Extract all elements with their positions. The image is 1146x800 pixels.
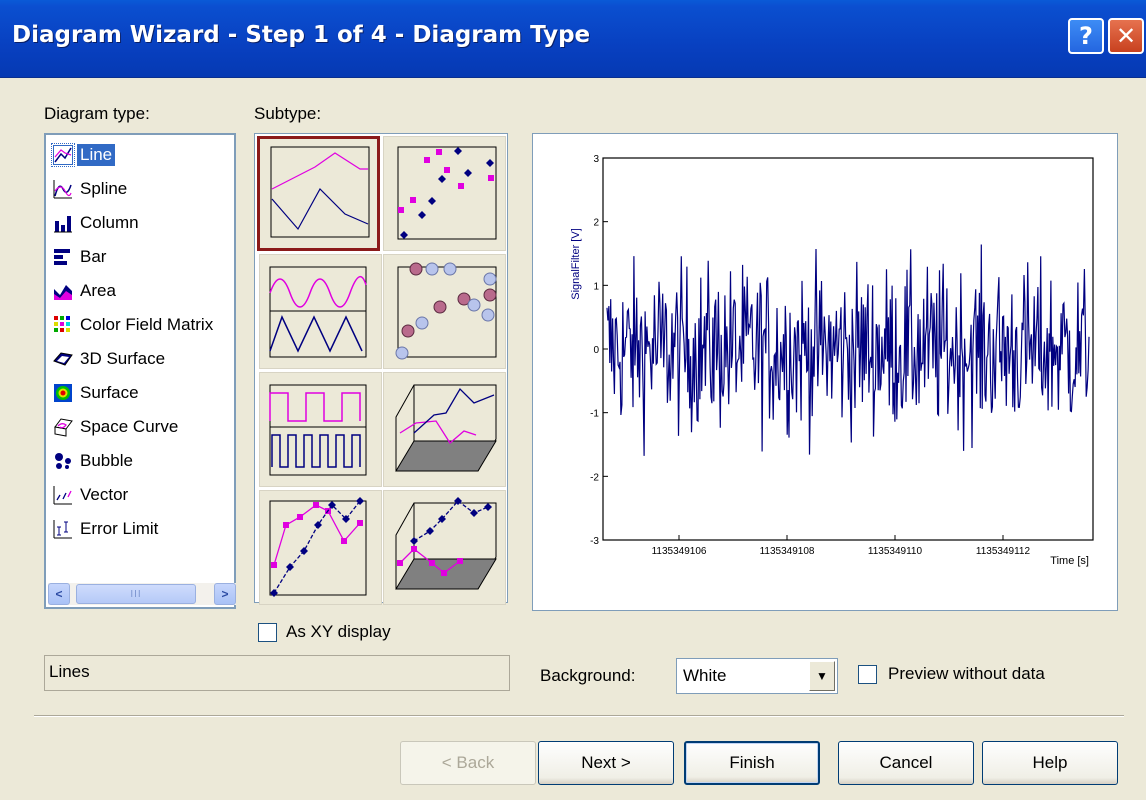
description-text: Lines xyxy=(49,662,90,681)
x-tick-label: 1135349112 xyxy=(976,546,1031,557)
subtype-lines-markers[interactable] xyxy=(259,490,382,605)
x-axis-label: Time [s] xyxy=(1050,555,1089,567)
list-item-label: Error Limit xyxy=(80,519,159,538)
list-item-label: Column xyxy=(80,213,139,232)
chevron-down-icon[interactable]: ▼ xyxy=(809,661,835,691)
background-label: Background: xyxy=(540,666,636,685)
y-tick-label: 3 xyxy=(593,154,599,165)
list-item-label: Color Field Matrix xyxy=(80,315,214,334)
x-tick-label: 1135349110 xyxy=(868,546,923,557)
list-item-label: Area xyxy=(80,281,116,300)
y-axis-label: SignalFilter [V] xyxy=(570,228,582,300)
subtype-split-waves[interactable] xyxy=(259,254,382,369)
preview-without-data-checkbox[interactable] xyxy=(858,665,877,684)
close-button[interactable]: ✕ xyxy=(1108,18,1144,54)
color-matrix-icon xyxy=(52,314,74,336)
list-item-bubble[interactable]: Bubble xyxy=(48,444,236,478)
list-item-area[interactable]: Area xyxy=(48,274,236,308)
area-chart-icon xyxy=(52,280,74,302)
preview-chart: SignalFilter [V] Time [s] 3 2 1 0 -1 -2 -3 113… xyxy=(532,133,1118,611)
list-item-color-field-matrix[interactable]: Color Field Matrix xyxy=(48,308,236,342)
bar-chart-icon xyxy=(52,246,74,268)
cancel-button[interactable]: Cancel xyxy=(838,741,974,785)
diagram-type-label: Diagram type: xyxy=(44,104,150,123)
y-tick-label: -2 xyxy=(590,472,599,483)
diagram-type-list[interactable]: Line Spline Column Bar Area Col xyxy=(44,133,236,609)
background-value: White xyxy=(683,666,727,685)
list-item-label: 3D Surface xyxy=(80,349,166,368)
list-item-error-limit[interactable]: Error Limit xyxy=(48,512,236,546)
list-item-label: Bubble xyxy=(80,451,133,470)
subtype-circles[interactable] xyxy=(383,254,506,369)
help-title-button[interactable]: ? xyxy=(1068,18,1104,54)
next-button[interactable]: Next > xyxy=(538,741,674,785)
list-item-bar[interactable]: Bar xyxy=(48,240,236,274)
as-xy-label[interactable]: As XY display xyxy=(286,622,391,642)
scroll-thumb[interactable]: III xyxy=(76,584,196,604)
description-box: Lines xyxy=(44,655,510,691)
y-tick-label: 0 xyxy=(593,345,599,356)
y-tick-label: -3 xyxy=(590,536,599,547)
scroll-right-button[interactable]: > xyxy=(214,583,236,605)
list-item-label: Bar xyxy=(80,247,107,266)
list-item-column[interactable]: Column xyxy=(48,206,236,240)
as-xy-text: As XY display xyxy=(286,622,391,641)
subtype-markers[interactable] xyxy=(383,136,506,251)
preview-without-data-label[interactable]: Preview without data xyxy=(888,664,1045,683)
window-title: Diagram Wizard - Step 1 of 4 - Diagram T… xyxy=(12,22,591,48)
3d-surface-icon xyxy=(52,348,74,370)
list-item-space-curve[interactable]: Space Curve xyxy=(48,410,236,444)
signal-series xyxy=(606,244,1090,456)
list-item-spline[interactable]: Spline xyxy=(48,172,236,206)
list-item-label: Vector xyxy=(80,485,129,504)
subtype-label: Subtype: xyxy=(254,104,322,123)
list-item-3d-surface[interactable]: 3D Surface xyxy=(48,342,236,376)
space-curve-icon xyxy=(52,416,74,438)
list-item-label: Line xyxy=(77,144,116,166)
list-item-label: Surface xyxy=(80,383,139,402)
line-chart-icon xyxy=(51,143,75,167)
separator xyxy=(34,715,1124,717)
as-xy-checkbox[interactable] xyxy=(258,623,277,642)
spline-chart-icon xyxy=(52,178,74,200)
back-button[interactable]: < Back xyxy=(400,741,536,785)
list-item-line[interactable]: Line xyxy=(48,138,236,172)
list-item-label: Space Curve xyxy=(80,417,179,436)
x-tick-label: 1135349108 xyxy=(760,546,815,557)
subtype-3d-lines-markers[interactable] xyxy=(383,490,506,605)
x-tick-label: 1135349106 xyxy=(652,546,707,557)
horizontal-scrollbar[interactable]: < III > xyxy=(48,583,236,605)
list-item-label: Spline xyxy=(80,179,128,198)
y-tick-label: 1 xyxy=(593,281,599,292)
title-bar[interactable]: Diagram Wizard - Step 1 of 4 - Diagram T… xyxy=(0,0,1146,78)
y-tick-label: 2 xyxy=(593,218,599,229)
error-limit-icon xyxy=(52,518,74,540)
bubble-chart-icon xyxy=(52,450,74,472)
scroll-left-button[interactable]: < xyxy=(48,583,70,605)
background-select[interactable]: White ▼ xyxy=(676,658,838,694)
preview-chart-svg: SignalFilter [V] Time [s] 3 2 1 0 -1 -2 -3 113… xyxy=(570,154,1094,567)
list-item-vector[interactable]: Vector xyxy=(48,478,236,512)
subtype-lines[interactable] xyxy=(257,136,380,251)
finish-button[interactable]: Finish xyxy=(684,741,820,785)
vector-icon xyxy=(52,484,74,506)
surface-icon xyxy=(52,382,74,404)
column-chart-icon xyxy=(52,212,74,234)
list-item-surface[interactable]: Surface xyxy=(48,376,236,410)
y-tick-label: -1 xyxy=(590,409,599,420)
subtype-3d-lines[interactable] xyxy=(383,372,506,487)
subtype-steps[interactable] xyxy=(259,372,382,487)
help-button[interactable]: Help xyxy=(982,741,1118,785)
subtype-grid[interactable] xyxy=(254,133,508,605)
